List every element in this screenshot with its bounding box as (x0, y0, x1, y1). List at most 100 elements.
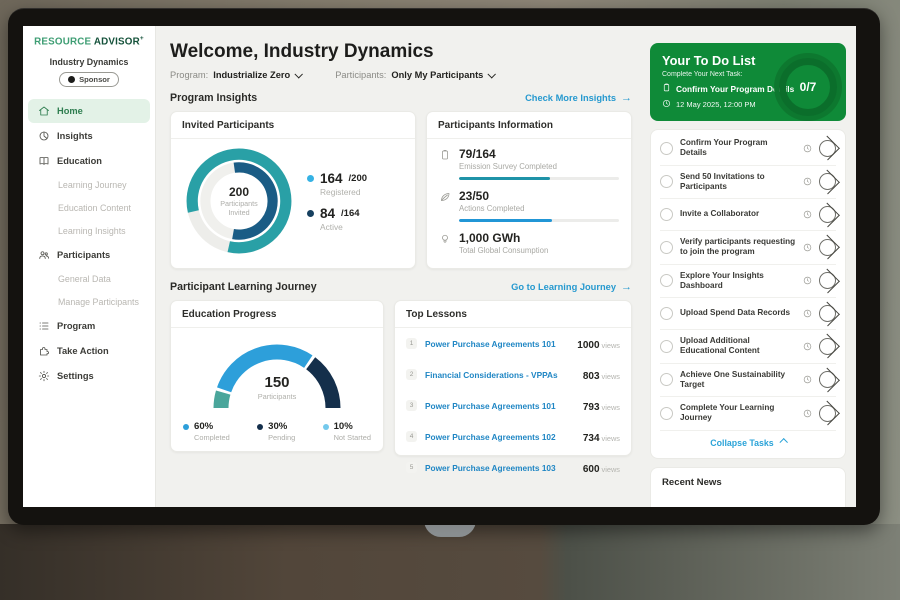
todo-due-date: 12 May 2025, 12:00 PM (676, 100, 756, 109)
sponsor-badge-label: Sponsor (79, 75, 110, 85)
sidebar: RESOURCE ADVISOR+ Industry Dynamics Spon… (23, 26, 156, 507)
task-row: Explore Your Insights Dashboard (660, 265, 840, 298)
clock-icon[interactable] (803, 210, 812, 219)
sidebar-item-label: Settings (57, 371, 94, 382)
lesson-link[interactable]: Power Purchase Agreements 101 (425, 338, 556, 349)
invited-donut-chart: 200 Participants Invited (183, 145, 295, 257)
sidebar-item-manage-participants[interactable]: Manage Participants (28, 291, 150, 313)
lesson-views: 600 (582, 463, 600, 475)
education-gauge-chart: 150 Participants (197, 330, 357, 419)
org-name: Industry Dynamics (49, 57, 129, 68)
sidebar-item-learning-journey[interactable]: Learning Journey (28, 174, 150, 196)
sidebar-item-insights[interactable]: Insights (28, 124, 150, 148)
clock-icon[interactable] (803, 276, 812, 285)
clock-icon[interactable] (803, 309, 812, 318)
task-checkbox[interactable] (660, 141, 673, 155)
program-label: Program: (170, 70, 209, 80)
clock-icon[interactable] (803, 177, 812, 186)
task-checkbox[interactable] (660, 373, 673, 387)
invited-participants-card: Invited Participants 200 Participants In… (170, 111, 416, 269)
participants-label: Participants: (335, 70, 387, 80)
task-go-button[interactable] (814, 169, 840, 195)
task-checkbox[interactable] (660, 208, 673, 221)
sidebar-item-label: Home (57, 106, 83, 117)
task-checkbox[interactable] (660, 406, 673, 420)
sidebar-item-settings[interactable]: Settings (28, 364, 150, 388)
education-progress-card: Education Progress 150 Participants 60% (170, 300, 384, 452)
sidebar-item-learning-insights[interactable]: Learning Insights (28, 220, 150, 242)
sidebar-item-participants[interactable]: Participants (28, 243, 150, 267)
main-content: Welcome, Industry Dynamics Program: Indu… (156, 26, 644, 507)
chevron-right-icon (814, 268, 840, 294)
clock-icon[interactable] (803, 342, 812, 351)
legend-label: Registered (320, 186, 361, 197)
task-go-button[interactable] (814, 400, 840, 426)
card-title: Education Progress (171, 301, 383, 328)
sidebar-item-general-data[interactable]: General Data (28, 268, 150, 290)
clock-icon[interactable] (803, 375, 812, 384)
task-go-button[interactable] (814, 333, 840, 359)
task-go-button[interactable] (814, 367, 840, 393)
collapse-label: Collapse Tasks (710, 437, 774, 448)
stat-value: 1,000 GWh (459, 231, 521, 245)
sidebar-item-education[interactable]: Education (28, 149, 150, 173)
legend-not-started: 10% Not Started (322, 421, 371, 442)
chevron-right-icon (814, 135, 840, 161)
sidebar-item-label: Learning Journey (58, 180, 127, 191)
chevron-right-icon (814, 234, 840, 260)
logo-resource: RESOURCE (34, 36, 92, 48)
lesson-rank: 3 (406, 400, 417, 411)
task-label: Achieve One Sustainability Target (680, 369, 786, 389)
sidebar-item-education-content[interactable]: Education Content (28, 197, 150, 219)
sidebar-menu: Home Insights Education Learning Journey… (23, 99, 155, 388)
lesson-link[interactable]: Financial Considerations - VPPAs (425, 369, 558, 380)
lesson-row: 4 Power Purchase Agreements 102 734 views (395, 421, 631, 452)
donut-svg (186, 148, 292, 254)
clipboard-icon (439, 149, 451, 180)
lesson-link[interactable]: Power Purchase Agreements 102 (425, 431, 556, 442)
chevron-right-icon (814, 400, 840, 426)
chevron-down-icon (487, 70, 497, 79)
sidebar-item-program[interactable]: Program (28, 314, 150, 338)
clock-icon[interactable] (803, 144, 812, 153)
logo-advisor: ADVISOR (93, 36, 140, 48)
clock-icon[interactable] (803, 409, 812, 418)
task-checkbox[interactable] (660, 175, 673, 189)
task-go-button[interactable] (814, 202, 840, 227)
clock-icon[interactable] (803, 243, 812, 252)
lesson-link[interactable]: Power Purchase Agreements 103 (425, 462, 556, 473)
legend-dot (257, 423, 264, 430)
link-label: Check More Insights (525, 93, 616, 103)
task-go-button[interactable] (814, 301, 840, 326)
stat-label: Total Global Consumption (459, 246, 549, 255)
lesson-link[interactable]: Power Purchase Agreements 101 (425, 400, 556, 411)
chevron-up-icon (779, 437, 788, 447)
task-checkbox[interactable] (660, 339, 673, 353)
participants-information-card: Participants Information 79/164 Emission… (426, 111, 632, 269)
todo-progress-ring: 0/7 (779, 58, 837, 116)
todo-tasks-card: Confirm Your Program Details Send 50 Inv… (650, 129, 846, 459)
program-dropdown[interactable]: Program: Industrialize Zero (170, 70, 304, 80)
progress-bar (459, 177, 619, 180)
task-go-button[interactable] (814, 135, 840, 161)
task-label: Upload Spend Data Records (680, 308, 791, 318)
sidebar-item-home[interactable]: Home (28, 99, 150, 124)
task-row: Achieve One Sustainability Target (660, 364, 840, 397)
lesson-views: 793 (582, 401, 600, 413)
task-go-button[interactable] (814, 234, 840, 260)
task-checkbox[interactable] (660, 307, 673, 320)
task-go-button[interactable] (814, 268, 840, 294)
task-checkbox[interactable] (660, 274, 673, 288)
task-label: Invite a Collaborator (680, 209, 760, 219)
lesson-views: 734 (582, 432, 600, 444)
task-checkbox[interactable] (660, 240, 673, 254)
collapse-tasks-link[interactable]: Collapse Tasks (660, 431, 836, 456)
participants-dropdown[interactable]: Participants: Only My Participants (335, 70, 497, 80)
task-row: Verify participants requesting to join t… (660, 231, 840, 265)
sidebar-item-take-action[interactable]: Take Action (28, 339, 150, 363)
legend-active: 84/164 Active (307, 206, 367, 232)
go-to-learning-journey-link[interactable]: Go to Learning Journey → (511, 281, 632, 293)
check-more-insights-link[interactable]: Check More Insights → (525, 92, 632, 104)
task-row: Send 50 Invitations to Participants (660, 166, 840, 199)
stat-actions-completed: 23/50 Actions Completed (427, 181, 631, 223)
